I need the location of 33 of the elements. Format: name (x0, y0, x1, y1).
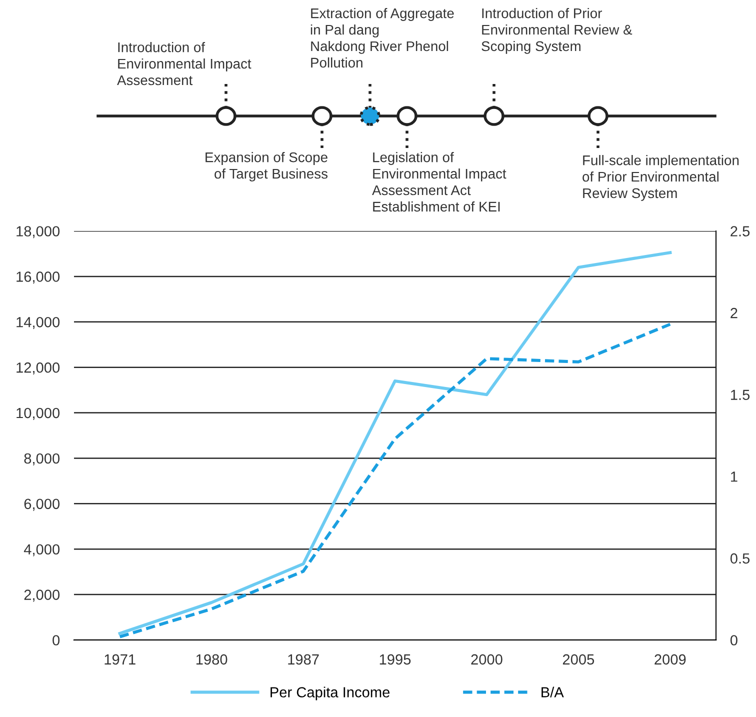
y2-tick-label: 2 (730, 308, 738, 318)
y-tick-label: 2,000 (24, 590, 60, 602)
text: Introduction of Environmental Impact Assessment (117, 42, 252, 86)
y-tick-label: 4,000 (24, 544, 60, 556)
x-tick-label: 2009 (654, 654, 686, 665)
legend-label: Per Capita Income (270, 686, 390, 700)
text: Full-scale implementation of Prior Environmental Review System (582, 155, 739, 201)
line-series (118, 251, 672, 635)
text: Introduction of Prior Environmental Review & Scoping System (482, 8, 632, 54)
legend-label: B/A (542, 686, 564, 698)
x-tick-label: 2000 (471, 654, 502, 665)
y2-tick-label: 0.5 (730, 553, 750, 564)
y2-tick-label: 1 (731, 472, 738, 482)
y-tick-label: 18,000 (16, 226, 60, 238)
x-tick-label: 1980 (196, 654, 228, 665)
y-tick-label: 6,000 (24, 498, 60, 511)
y2-tick-label: 1.5 (731, 390, 750, 400)
x-tick-label: 1971 (104, 654, 136, 665)
text: Expansion of Scope of Target Business (206, 152, 328, 182)
x-tick-label: 1995 (380, 654, 411, 665)
y-tick-label: 12,000 (16, 362, 60, 374)
y-tick-label: 8,000 (24, 453, 60, 466)
y-tick-label: 16,000 (16, 272, 60, 284)
y2-tick-label: 2.5 (730, 226, 750, 236)
y-tick-label: 10,000 (16, 408, 60, 420)
line-series (118, 322, 672, 638)
text: Legislation of Environmental Impact Assessment Act Establishment of KEI (372, 152, 506, 212)
y-tick-label: 0 (52, 635, 60, 646)
x-tick-label: 1987 (288, 654, 319, 665)
x-tick-label: 2005 (562, 654, 594, 665)
y-tick-label: 14,000 (16, 316, 60, 330)
y2-tick-label: 0 (730, 635, 738, 646)
text: Extraction of Aggregate in Pal dang Nakdong River Phenol Pollution (310, 8, 454, 68)
